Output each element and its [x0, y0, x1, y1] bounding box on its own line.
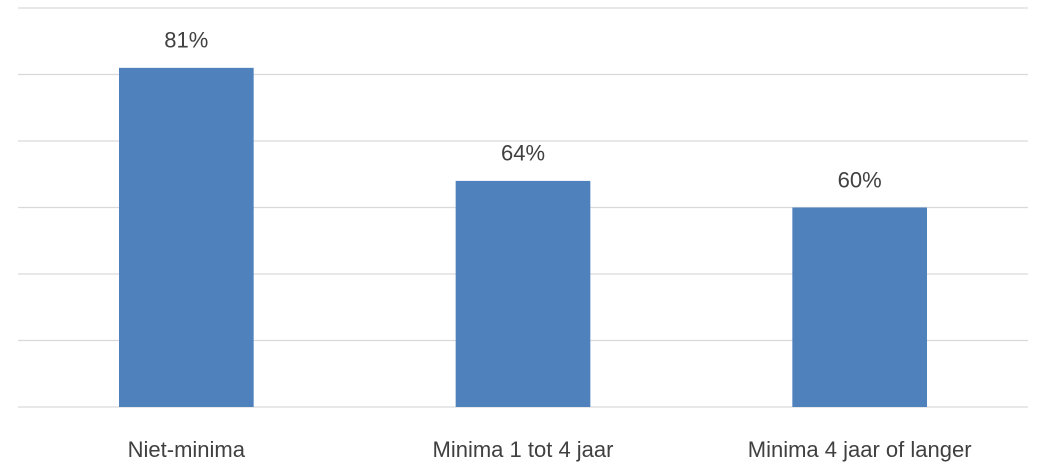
x-tick-label: Minima 4 jaar of langer — [748, 437, 972, 462]
x-tick-label: Niet-minima — [128, 437, 246, 462]
bar — [792, 207, 927, 407]
x-tick-label: Minima 1 tot 4 jaar — [433, 437, 614, 462]
bar — [119, 67, 254, 407]
bar — [455, 180, 591, 407]
data-label: 81% — [164, 28, 208, 53]
data-label: 60% — [838, 167, 882, 192]
data-label: 64% — [501, 141, 545, 166]
